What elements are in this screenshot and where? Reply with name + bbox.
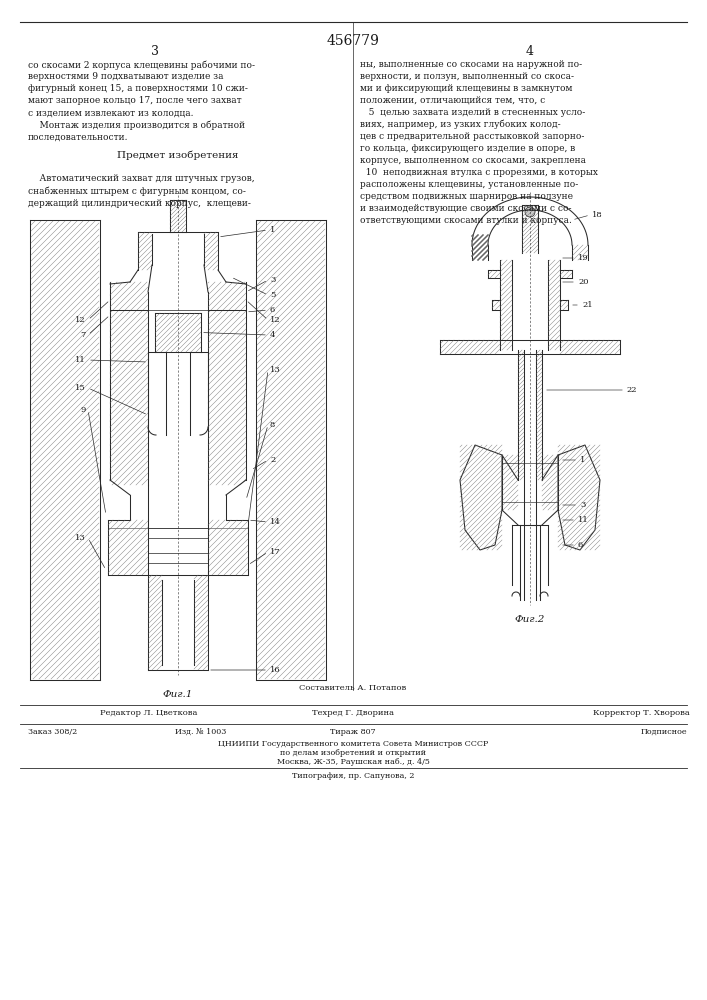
Text: Подписное: Подписное — [641, 728, 687, 736]
Text: 3: 3 — [270, 276, 275, 284]
Text: 6: 6 — [578, 541, 583, 549]
Text: 14: 14 — [270, 518, 281, 526]
Text: ны, выполненные со скосами на наружной по-
верхности, и ползун, выполненный со с: ны, выполненные со скосами на наружной п… — [360, 60, 598, 225]
Text: ЦНИИПИ Государственного комитета Совета Министров СССР: ЦНИИПИ Государственного комитета Совета … — [218, 740, 488, 748]
Text: 3: 3 — [151, 45, 159, 58]
Text: 4: 4 — [270, 331, 276, 339]
Circle shape — [525, 207, 535, 217]
Text: 4: 4 — [526, 45, 534, 58]
Text: Автоматический захват для штучных грузов,
снабженных штырем с фигурным концом, с: Автоматический захват для штучных грузов… — [28, 174, 255, 208]
Text: 22: 22 — [626, 386, 636, 394]
Text: 11: 11 — [578, 516, 589, 524]
Text: 9: 9 — [81, 406, 86, 414]
Text: Изд. № 1003: Изд. № 1003 — [175, 728, 226, 736]
Text: Тираж 807: Тираж 807 — [330, 728, 375, 736]
Text: Составитель А. Потапов: Составитель А. Потапов — [299, 684, 407, 692]
Text: 18: 18 — [592, 211, 603, 219]
Text: 7: 7 — [81, 331, 86, 339]
Text: Корректор Т. Хворова: Корректор Т. Хворова — [593, 709, 690, 717]
Text: 11: 11 — [75, 356, 86, 364]
Text: Фиг.1: Фиг.1 — [163, 690, 193, 699]
Text: 456779: 456779 — [327, 34, 380, 48]
Text: 21: 21 — [582, 301, 592, 309]
Text: Фиг.2: Фиг.2 — [515, 615, 545, 624]
Text: 3: 3 — [580, 501, 585, 509]
Text: 17: 17 — [270, 548, 281, 556]
Text: 15: 15 — [75, 384, 86, 392]
Text: Заказ 308/2: Заказ 308/2 — [28, 728, 77, 736]
Text: 8: 8 — [270, 421, 275, 429]
Text: со скосами 2 корпуса клещевины рабочими по-
верхностями 9 подхватывают изделие з: со скосами 2 корпуса клещевины рабочими … — [28, 60, 255, 142]
Text: 16: 16 — [270, 666, 281, 674]
Text: 19: 19 — [578, 254, 589, 262]
Text: Москва, Ж-35, Раушская наб., д. 4/5: Москва, Ж-35, Раушская наб., д. 4/5 — [276, 758, 429, 766]
Text: 6: 6 — [270, 306, 275, 314]
Text: 13: 13 — [75, 534, 86, 542]
Text: 1: 1 — [270, 226, 275, 234]
Text: 13: 13 — [270, 366, 281, 374]
Text: Техред Г. Дворина: Техред Г. Дворина — [312, 709, 394, 717]
Text: 1: 1 — [580, 456, 585, 464]
Text: Редактор Л. Цветкова: Редактор Л. Цветкова — [100, 709, 197, 717]
Text: по делам изобретений и открытий: по делам изобретений и открытий — [280, 749, 426, 757]
Text: 20: 20 — [578, 278, 588, 286]
Text: Типография, пр. Сапунова, 2: Типография, пр. Сапунова, 2 — [292, 772, 414, 780]
Text: 5: 5 — [270, 291, 275, 299]
Text: 12: 12 — [270, 316, 281, 324]
Text: 12: 12 — [76, 316, 86, 324]
Text: Предмет изобретения: Предмет изобретения — [117, 150, 239, 159]
Text: 2: 2 — [270, 456, 275, 464]
